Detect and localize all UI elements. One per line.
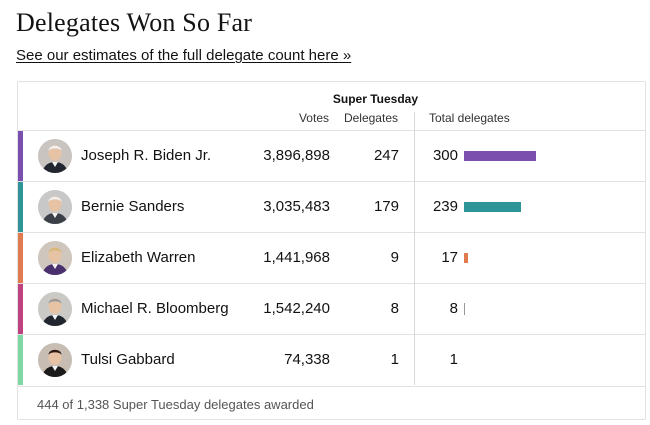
candidate-avatar (38, 190, 72, 224)
super-tuesday-header: Super Tuesday (332, 92, 418, 106)
candidate-name: Joseph R. Biden Jr. (81, 147, 212, 164)
candidate-super-tuesday-delegates: 179 (373, 198, 399, 215)
candidate-avatar (38, 292, 72, 326)
candidate-color-stripe (18, 284, 23, 334)
total-delegates-column-header: Total delegates (429, 111, 510, 125)
table-footer: 444 of 1,338 Super Tuesday delegates awa… (18, 386, 645, 419)
candidate-color-stripe (18, 233, 23, 283)
candidate-votes: 1,542,240 (263, 300, 330, 317)
candidate-super-tuesday-delegates: 247 (373, 147, 399, 164)
candidate-name: Elizabeth Warren (81, 249, 196, 266)
total-delegates-bar (464, 355, 466, 365)
candidate-votes: 1,441,968 (263, 249, 330, 266)
candidate-super-tuesday-delegates: 9 (390, 249, 399, 266)
candidate-total-delegates: 1 (449, 351, 458, 368)
candidate-row: Joseph R. Biden Jr. 3,896,898 247 300 (18, 130, 645, 181)
total-delegates-bar (464, 303, 465, 315)
candidate-total-delegates: 17 (441, 249, 458, 266)
total-delegates-bar-track (464, 303, 574, 315)
candidate-name: Bernie Sanders (81, 198, 185, 215)
candidate-row: Michael R. Bloomberg 1,542,240 8 8 (18, 283, 645, 334)
candidate-row: Bernie Sanders 3,035,483 179 239 (18, 181, 645, 232)
total-delegates-bar-track (464, 355, 574, 365)
estimates-link[interactable]: See our estimates of the full delegate c… (16, 47, 352, 64)
candidate-row: Elizabeth Warren 1,441,968 9 17 (18, 232, 645, 283)
votes-column-header: Votes (298, 111, 329, 125)
candidate-name: Tulsi Gabbard (81, 351, 175, 368)
page-title: Delegates Won So Far (16, 8, 253, 37)
candidate-total-delegates: 239 (432, 198, 458, 215)
total-delegates-bar-track (464, 202, 574, 212)
candidate-votes: 74,338 (284, 351, 330, 368)
total-delegates-bar-track (464, 253, 574, 263)
candidate-total-delegates: 300 (432, 147, 458, 164)
candidate-row: Tulsi Gabbard 74,338 1 1 (18, 334, 645, 385)
total-delegates-bar (464, 202, 522, 212)
delegates-table: Super Tuesday Votes Delegates Total dele… (17, 81, 646, 420)
candidate-super-tuesday-delegates: 8 (390, 300, 399, 317)
candidate-avatar (38, 241, 72, 275)
candidate-avatar (38, 139, 72, 173)
candidate-name: Michael R. Bloomberg (81, 300, 229, 317)
delegates-awarded-note: 444 of 1,338 Super Tuesday delegates awa… (37, 397, 314, 412)
candidate-total-delegates: 8 (449, 300, 458, 317)
total-delegates-bar-track (464, 151, 574, 161)
candidate-super-tuesday-delegates: 1 (390, 351, 399, 368)
total-delegates-bar (464, 151, 536, 161)
candidate-avatar (38, 343, 72, 377)
candidate-color-stripe (18, 131, 23, 181)
candidate-color-stripe (18, 335, 23, 385)
delegates-column-header: Delegates (343, 111, 398, 125)
total-delegates-bar (464, 253, 469, 263)
candidate-votes: 3,035,483 (263, 198, 330, 215)
column-divider (414, 112, 415, 385)
candidate-color-stripe (18, 182, 23, 232)
candidate-votes: 3,896,898 (263, 147, 330, 164)
